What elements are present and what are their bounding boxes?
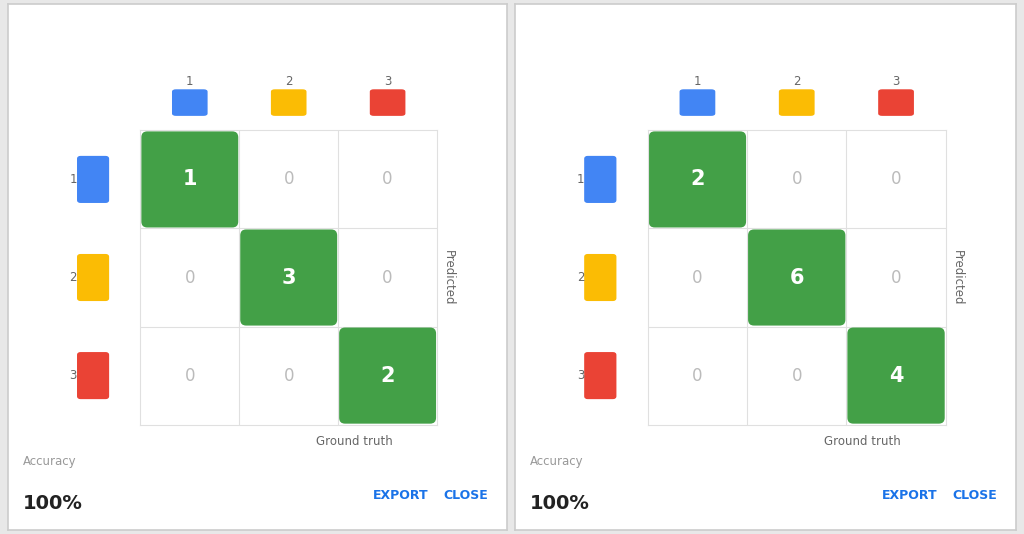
Text: 0: 0 — [184, 367, 195, 384]
FancyBboxPatch shape — [584, 156, 616, 203]
FancyBboxPatch shape — [77, 254, 110, 301]
FancyBboxPatch shape — [370, 89, 406, 116]
Text: 0: 0 — [792, 367, 802, 384]
Text: CLOSE: CLOSE — [443, 489, 488, 502]
Text: 100%: 100% — [24, 494, 83, 513]
FancyBboxPatch shape — [77, 156, 110, 203]
Text: 2: 2 — [690, 169, 705, 190]
Text: 0: 0 — [184, 269, 195, 287]
FancyBboxPatch shape — [879, 89, 914, 116]
Text: EXPORT: EXPORT — [374, 489, 429, 502]
Text: EXPORT: EXPORT — [882, 489, 937, 502]
Text: 0: 0 — [692, 269, 702, 287]
Text: CLOSE: CLOSE — [952, 489, 997, 502]
Text: 1: 1 — [577, 173, 584, 186]
Text: 3: 3 — [892, 75, 900, 88]
Text: 0: 0 — [792, 170, 802, 189]
FancyBboxPatch shape — [749, 230, 846, 326]
Text: 0: 0 — [284, 367, 294, 384]
Text: 1: 1 — [182, 169, 197, 190]
Text: Accuracy: Accuracy — [24, 455, 77, 468]
Text: Ground truth: Ground truth — [824, 435, 901, 447]
FancyBboxPatch shape — [779, 89, 815, 116]
Text: Confusion Matrix: Confusion Matrix — [31, 26, 211, 45]
Text: 2: 2 — [285, 75, 293, 88]
Text: Confusion Matrix: Confusion Matrix — [538, 26, 718, 45]
Text: 3: 3 — [282, 268, 296, 287]
FancyBboxPatch shape — [584, 352, 616, 399]
Text: 3: 3 — [577, 369, 584, 382]
Text: 2: 2 — [380, 366, 395, 386]
Text: 4: 4 — [889, 366, 903, 386]
Text: Predicted: Predicted — [950, 250, 964, 305]
Text: 0: 0 — [891, 170, 901, 189]
Text: 3: 3 — [70, 369, 77, 382]
FancyBboxPatch shape — [77, 352, 110, 399]
Text: 6: 6 — [790, 268, 804, 287]
Text: 2: 2 — [70, 271, 77, 284]
FancyBboxPatch shape — [241, 230, 337, 326]
FancyBboxPatch shape — [339, 327, 436, 423]
FancyBboxPatch shape — [649, 131, 746, 227]
Text: 0: 0 — [382, 269, 393, 287]
FancyBboxPatch shape — [584, 254, 616, 301]
FancyBboxPatch shape — [141, 131, 239, 227]
Text: 0: 0 — [284, 170, 294, 189]
Text: 0: 0 — [891, 269, 901, 287]
Text: Predicted: Predicted — [442, 250, 455, 305]
Text: Ground truth: Ground truth — [315, 435, 392, 447]
Text: 1: 1 — [70, 173, 77, 186]
Text: 1: 1 — [693, 75, 701, 88]
Text: 100%: 100% — [530, 494, 590, 513]
FancyBboxPatch shape — [680, 89, 716, 116]
FancyBboxPatch shape — [271, 89, 306, 116]
FancyBboxPatch shape — [848, 327, 945, 423]
Text: 2: 2 — [577, 271, 584, 284]
Text: 0: 0 — [382, 170, 393, 189]
FancyBboxPatch shape — [172, 89, 208, 116]
Text: 2: 2 — [793, 75, 801, 88]
Text: Accuracy: Accuracy — [530, 455, 584, 468]
Text: 0: 0 — [692, 367, 702, 384]
Text: 1: 1 — [186, 75, 194, 88]
Text: 3: 3 — [384, 75, 391, 88]
